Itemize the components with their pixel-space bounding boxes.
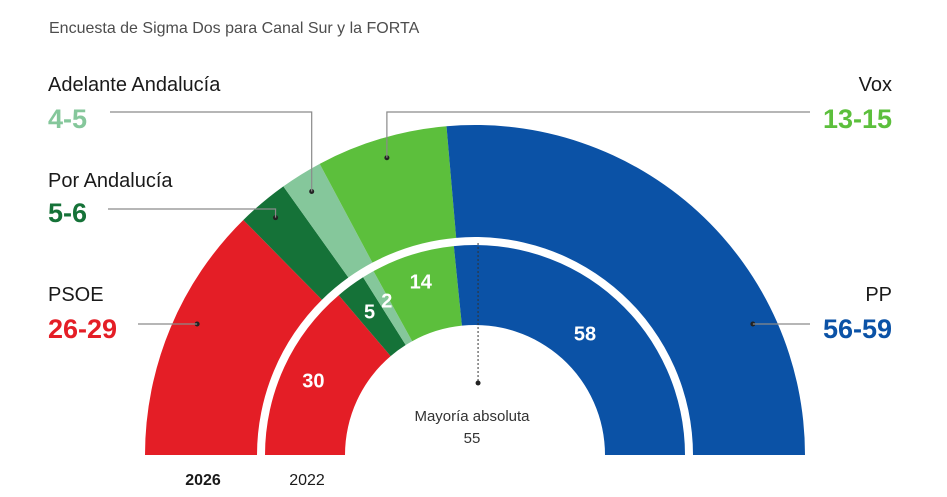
label-psoe: PSOE (48, 284, 104, 306)
leader-adelante-andalucia (110, 111, 313, 192)
arc-2026-vox (319, 126, 457, 263)
arc-2022-por-andalucia (338, 277, 406, 357)
arc-2026-por-andalucia (243, 186, 349, 300)
arc-2022-adelante-andalucia (363, 271, 413, 345)
range-vox: 13-15 (823, 104, 892, 134)
range-pp: 56-59 (823, 314, 892, 344)
value-2022-psoe: 30 (302, 370, 324, 392)
majority-label: Mayoría absoluta (414, 408, 530, 425)
value-2022-adelante-andalucia: 2 (381, 290, 392, 312)
arc-2026-psoe (145, 219, 322, 455)
leader-por-andalucia (108, 208, 277, 218)
arc-2026-pp (446, 125, 805, 455)
range-por-andalucia: 5-6 (48, 198, 87, 228)
arc-2022-psoe (265, 295, 391, 455)
range-psoe: 26-29 (48, 314, 117, 344)
label-pp: PP (865, 284, 892, 306)
range-adelante-andalucia: 4-5 (48, 104, 87, 134)
label-vox: Vox (859, 74, 892, 96)
label-por-andalucia: Por Andalucía (48, 170, 173, 192)
majority-dot (475, 380, 481, 386)
value-2022-por-andalucia: 5 (364, 302, 375, 324)
value-2022-vox: 14 (410, 271, 433, 293)
chart-subtitle: Encuesta de Sigma Dos para Canal Sur y l… (49, 20, 420, 37)
arc-2022-pp (453, 245, 685, 455)
value-2022-pp: 58 (574, 323, 596, 345)
arc-2026-adelante-andalucia (283, 163, 373, 278)
label-adelante-andalucia: Adelante Andalucía (48, 74, 221, 96)
year-label-2026: 2026 (185, 472, 221, 489)
year-label-2022: 2022 (289, 472, 325, 489)
majority-value: 55 (464, 430, 481, 447)
arc-2022-vox (373, 246, 462, 342)
leader-vox (386, 111, 810, 158)
